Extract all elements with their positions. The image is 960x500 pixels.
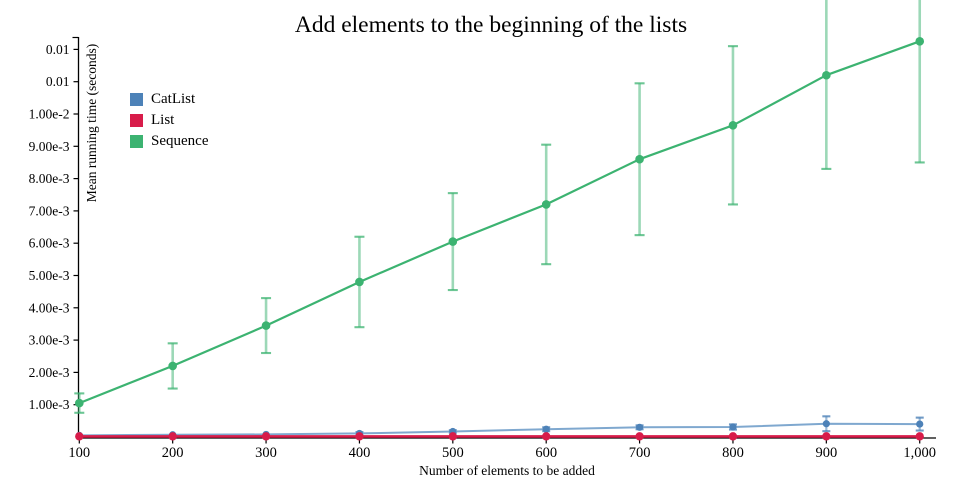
x-tick-label: 800	[722, 445, 744, 461]
data-point-list-1000	[915, 432, 924, 441]
chart-title: Add elements to the beginning of the lis…	[294, 12, 688, 38]
data-point-list-200	[168, 432, 177, 441]
y-tick-label: 0.01	[46, 74, 70, 89]
data-point-catlist-700	[635, 423, 644, 431]
data-point-sequence-800	[728, 121, 738, 130]
data-point-sequence-400	[355, 277, 364, 287]
y-tick-label: 0.01	[46, 42, 70, 57]
y-tick-label: 9.00e-3	[29, 139, 70, 154]
data-point-sequence-100	[75, 398, 84, 408]
series-line-catlist	[79, 422, 920, 437]
x-tick-label: 300	[255, 445, 277, 461]
data-point-catlist-600	[542, 425, 550, 433]
legend-item-list: List	[130, 110, 208, 131]
legend-swatch-sequence	[130, 135, 143, 148]
data-point-catlist-1000	[916, 420, 924, 428]
x-tick-label: 500	[442, 445, 464, 461]
data-point-sequence-1000	[915, 37, 925, 46]
x-tick-label: 400	[349, 445, 371, 461]
series-line-sequence	[78, 40, 921, 405]
y-tick-label: 1.00e-2	[29, 107, 70, 122]
legend-label-sequence: Sequence	[151, 133, 209, 149]
x-axis-title: Number of elements to be added	[419, 463, 595, 478]
data-point-catlist-800	[729, 423, 737, 431]
x-tick-label: 600	[535, 445, 557, 461]
x-tick-label: 900	[815, 445, 837, 461]
data-point-list-100	[75, 432, 84, 441]
x-tick-label: 700	[629, 445, 651, 461]
y-tick-label: 7.00e-3	[29, 203, 70, 218]
data-point-list-400	[355, 432, 364, 441]
legend-label-catlist: CatList	[151, 91, 196, 107]
data-point-list-300	[261, 432, 271, 441]
data-point-list-900	[822, 432, 831, 441]
data-point-list-600	[542, 432, 551, 441]
legend-swatch-list	[130, 114, 143, 127]
data-point-sequence-900	[822, 70, 831, 80]
y-tick-label: 2.00e-3	[29, 365, 70, 380]
legend-swatch-catlist	[130, 93, 143, 106]
data-point-sequence-700	[635, 154, 644, 164]
data-point-list-500	[448, 432, 458, 441]
legend: CatList List Sequence	[130, 89, 208, 152]
x-tick-label: 200	[162, 445, 184, 461]
y-axis-title-text: Mean running time (seconds)	[84, 43, 99, 203]
data-point-catlist-900	[822, 420, 830, 428]
x-tick-label: 100	[68, 445, 90, 461]
y-tick-label: 3.00e-3	[29, 333, 70, 348]
y-tick-label: 1.00e-3	[29, 397, 70, 412]
legend-item-sequence: Sequence	[130, 131, 208, 152]
y-tick-label: 8.00e-3	[29, 171, 70, 186]
legend-label-list: List	[151, 112, 175, 128]
data-point-list-800	[728, 432, 738, 441]
y-tick-label: 4.00e-3	[29, 300, 70, 315]
x-tick-label: 1,000	[903, 445, 936, 461]
y-tick-label: 5.00e-3	[29, 268, 70, 283]
data-point-sequence-600	[541, 200, 551, 209]
data-point-list-700	[635, 432, 644, 441]
data-point-sequence-300	[261, 321, 271, 330]
data-point-sequence-500	[448, 237, 458, 246]
y-tick-label: 6.00e-3	[29, 236, 70, 251]
data-point-sequence-200	[168, 361, 177, 371]
legend-item-catlist: CatList	[130, 89, 208, 110]
